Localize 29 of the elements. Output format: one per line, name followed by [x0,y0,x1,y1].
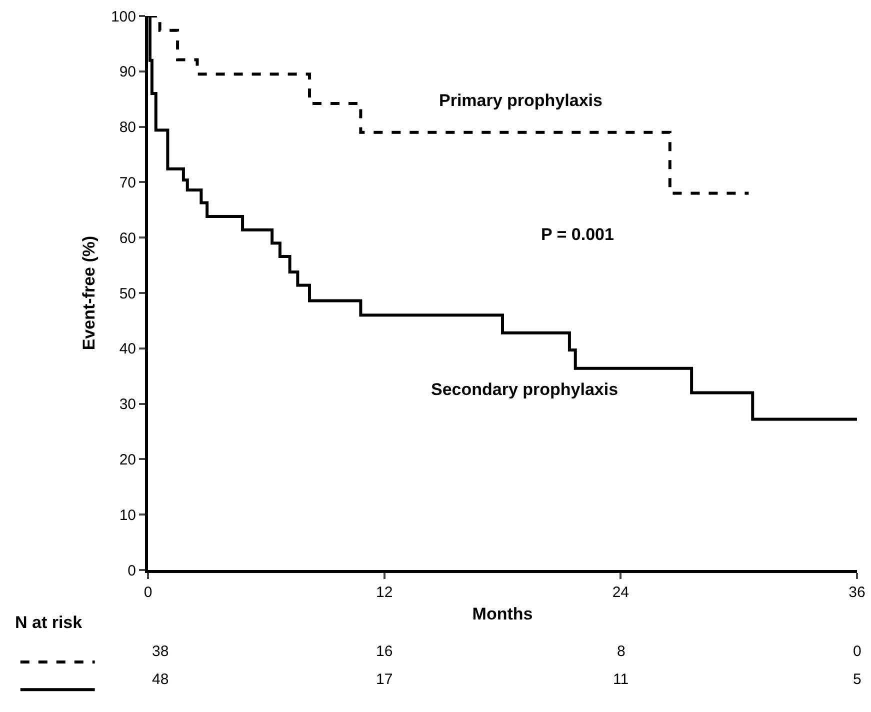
y-tick-label: 20 [119,451,136,468]
series-label: Primary prophylaxis [439,91,602,110]
text: 16 [376,643,393,660]
text: N at risk [15,613,83,632]
annotation: P = 0.001 [541,225,614,244]
y-tick-label: 90 [119,64,136,81]
y-tick-label: 60 [119,230,136,247]
x-tick-label: 12 [376,584,393,601]
text: 0 [853,643,862,660]
x-axis-title: Months [472,604,533,624]
text: 48 [152,671,169,688]
text: 38 [152,643,169,660]
text: 5 [853,671,862,688]
x-tick-label: 24 [612,584,630,601]
y-tick-label: 0 [128,562,136,580]
y-tick-label: 50 [119,285,136,302]
series-label: Secondary prophylaxis [431,380,618,399]
text: 17 [376,671,393,688]
y-tick-label: 40 [119,340,136,358]
y-tick-label: 100 [110,8,136,26]
x-tick-label: 0 [144,584,152,601]
text: 11 [613,671,629,688]
y-tick-label: 10 [119,506,136,524]
y-tick-label: 70 [119,174,136,192]
y-tick-label: 80 [119,119,136,136]
y-tick-label: 30 [119,396,136,414]
text: 8 [617,643,626,660]
x-tick-label: 36 [848,584,866,601]
y-axis-title: Event-free (%) [80,236,99,350]
